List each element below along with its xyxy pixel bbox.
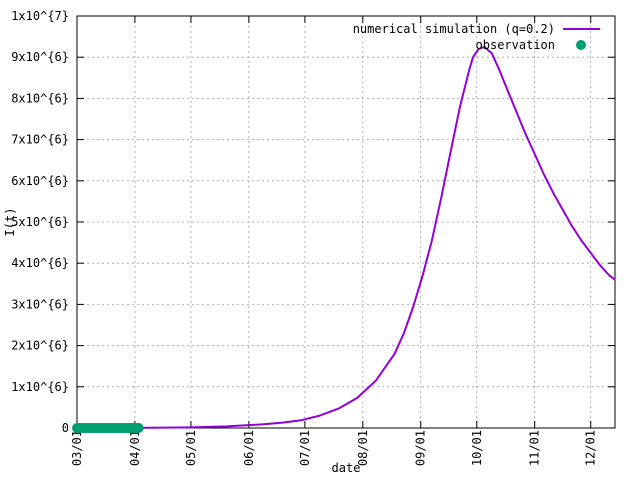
- x-tick-label: 07/01: [298, 430, 312, 466]
- y-tick-label: 0: [62, 421, 69, 435]
- grid: [77, 16, 615, 428]
- y-tick-label: 7x10^{6}: [11, 133, 69, 147]
- series-line-simulation: [77, 45, 616, 429]
- legend-swatch-observation: [576, 40, 586, 50]
- y-tick-label: 8x10^{6}: [11, 91, 69, 105]
- y-tick-label: 4x10^{6}: [11, 256, 69, 270]
- legend-label-observation: observation: [476, 38, 555, 52]
- y-tick-label: 1x10^{6}: [11, 380, 69, 394]
- y-tick-label: 5x10^{6}: [11, 215, 69, 229]
- observation-point: [133, 423, 144, 433]
- x-tick-label: 06/01: [242, 430, 256, 466]
- x-tick-label: 04/01: [128, 430, 142, 466]
- x-tick-label: 10/01: [470, 430, 484, 466]
- x-tick-label: 03/01: [70, 430, 84, 466]
- x-tick-label: 12/01: [584, 430, 598, 466]
- x-tick-label: 05/01: [184, 430, 198, 466]
- x-tick-label: 09/01: [414, 430, 428, 466]
- series-layer: [72, 45, 616, 433]
- y-axis-title: I(t): [3, 208, 17, 237]
- legend: numerical simulation (q=0.2) observation: [353, 22, 600, 52]
- legend-label-simulation: numerical simulation (q=0.2): [353, 22, 555, 36]
- y-tick-label: 9x10^{6}: [11, 50, 69, 64]
- y-tick-label: 3x10^{6}: [11, 297, 69, 311]
- x-tick-label: 08/01: [356, 430, 370, 466]
- y-tick-label: 2x10^{6}: [11, 339, 69, 353]
- y-tick-label: 1x10^{7}: [11, 9, 69, 23]
- x-axis-title: date: [332, 461, 361, 475]
- x-tick-label: 11/01: [528, 430, 542, 466]
- y-tick-label: 6x10^{6}: [11, 174, 69, 188]
- axis-ticks: 0 1x10^{6} 2x10^{6} 3x10^{6} 4x10^{6} 5x10^{6…: [11, 9, 615, 466]
